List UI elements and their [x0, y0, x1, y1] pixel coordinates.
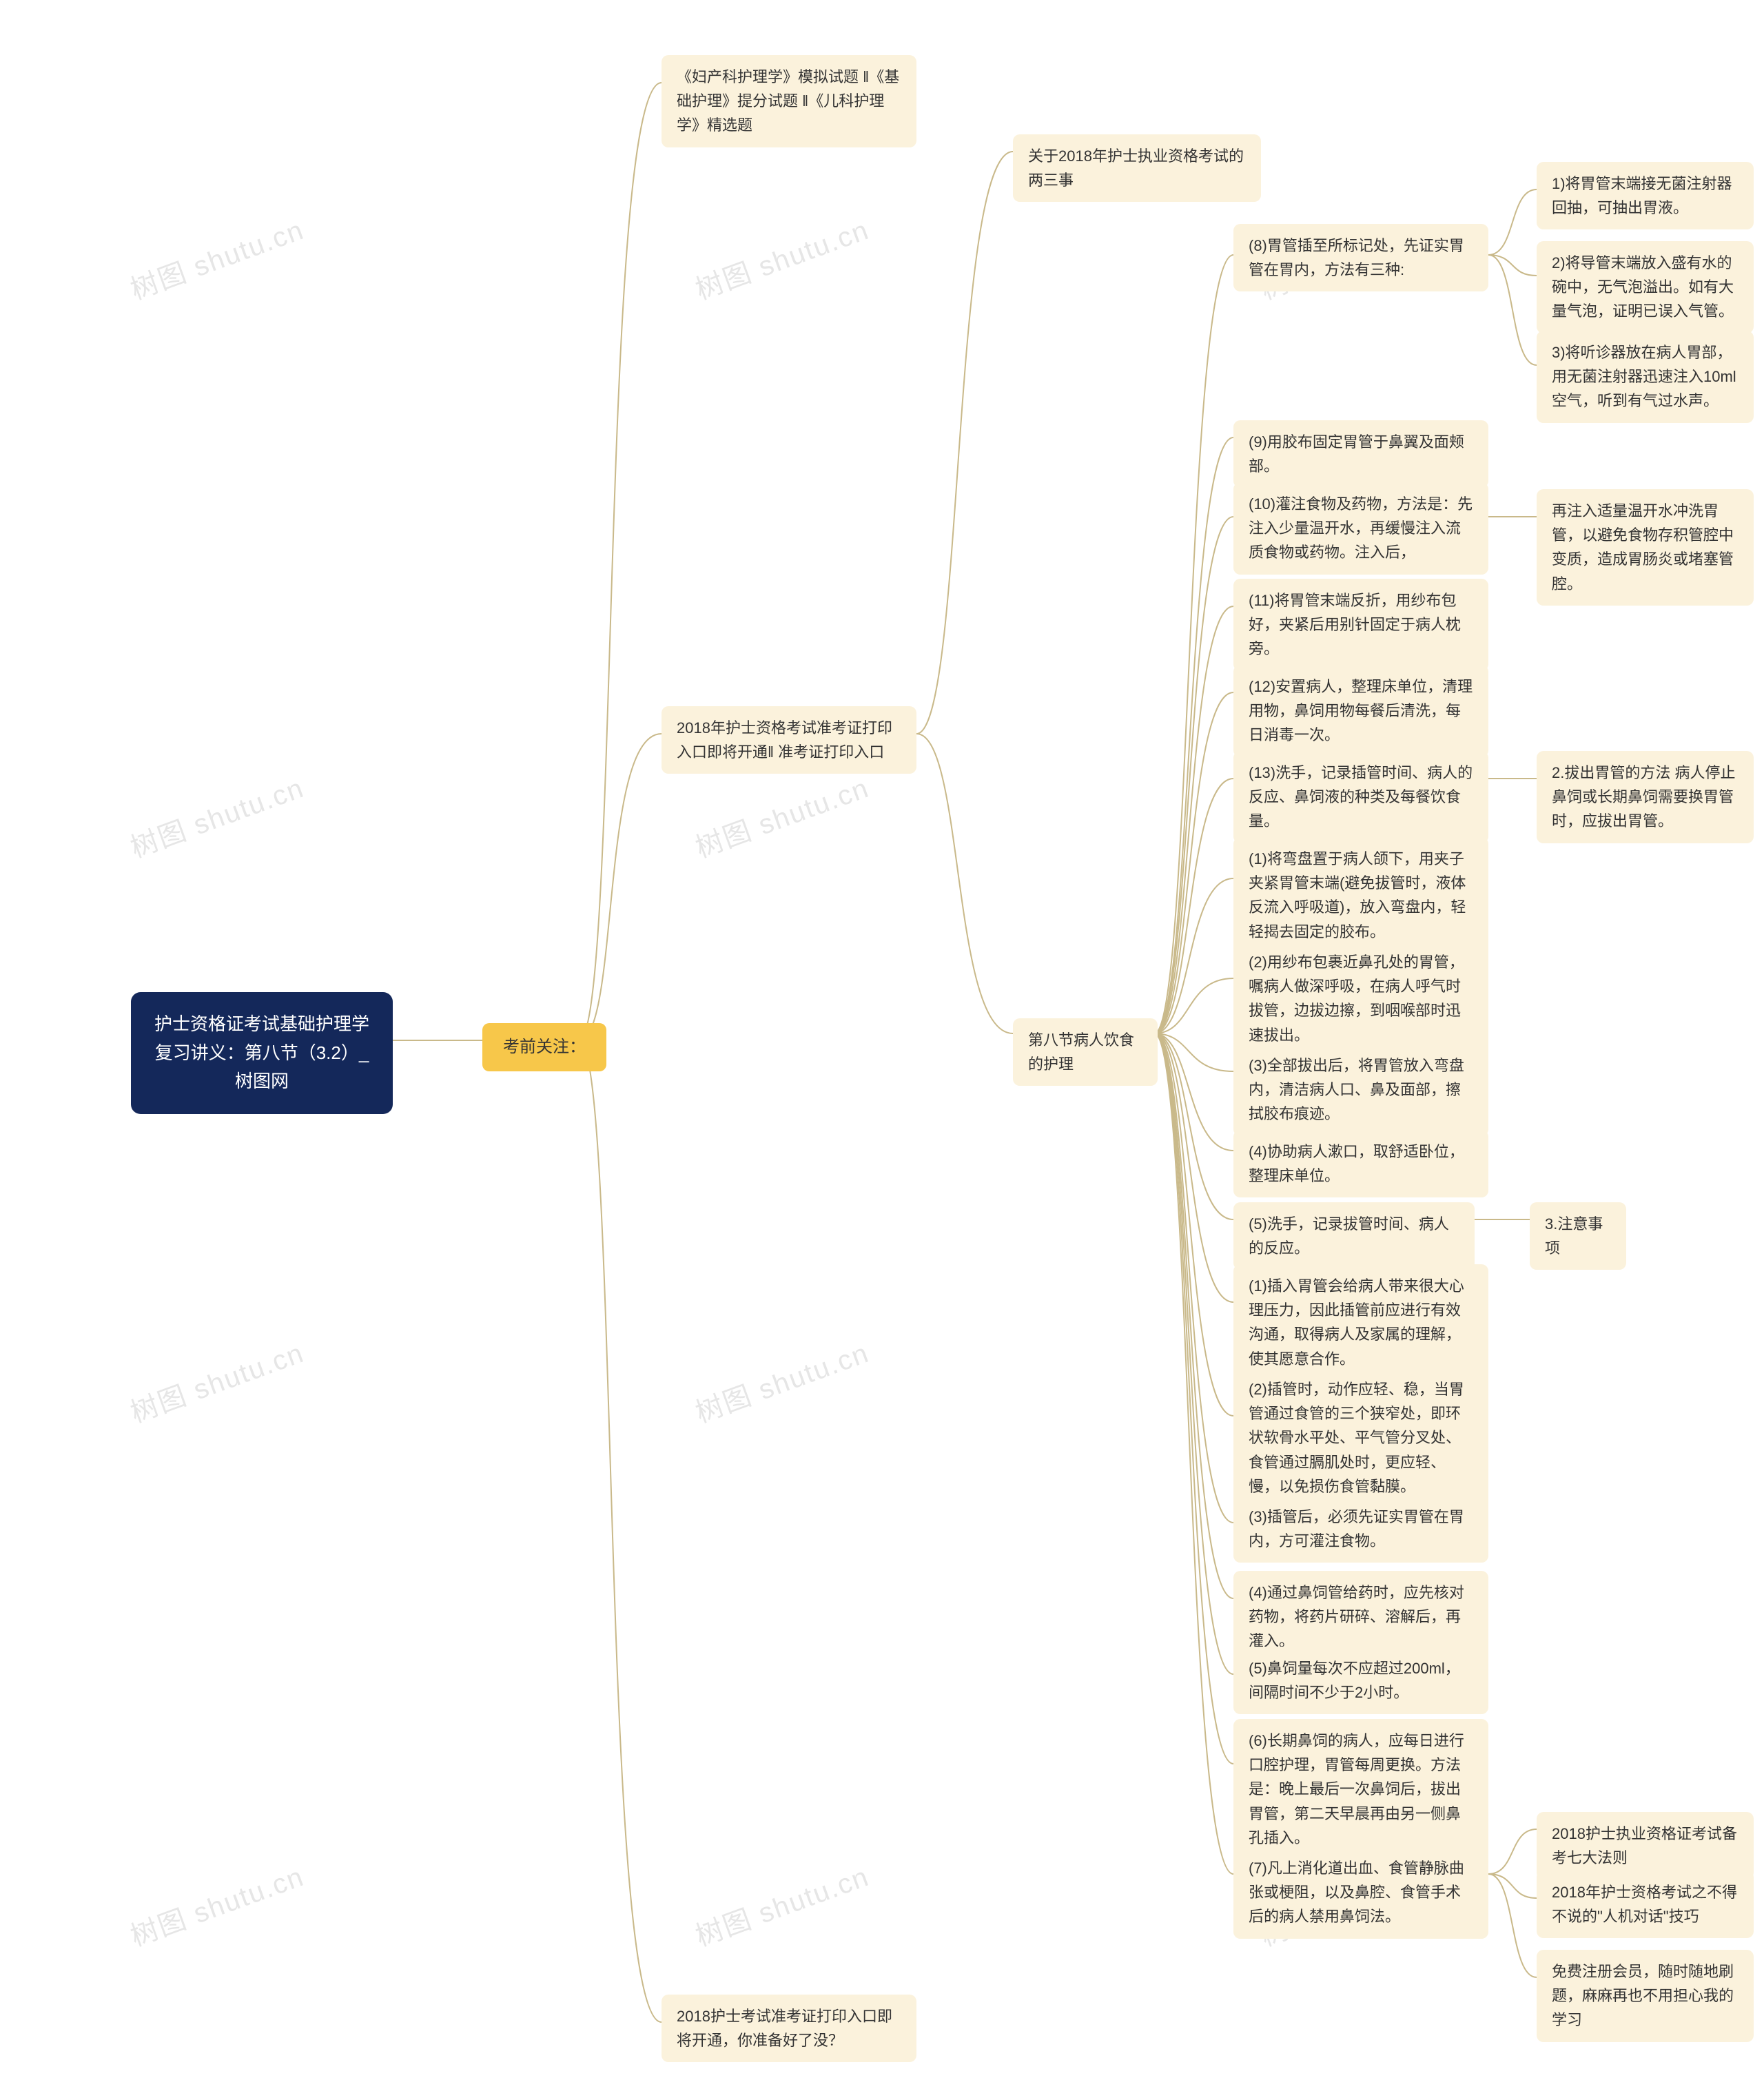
n8-1[interactable]: 1)将胃管末端接无菌注射器回抽，可抽出胃液。	[1537, 162, 1754, 229]
watermark: 树图 shutu.cn	[689, 1330, 874, 1430]
n11[interactable]: (11)将胃管末端反折，用纱布包好，夹紧后用别针固定于病人枕旁。	[1233, 579, 1488, 671]
root-node[interactable]: 护士资格证考试基础护理学复习讲义：第八节（3.2）_树图网	[131, 992, 393, 1114]
c7-2[interactable]: 2018年护士资格考试之不得不说的"人机对话"技巧	[1537, 1871, 1754, 1938]
c7[interactable]: (7)凡上消化道出血、食管静脉曲张或梗阻，以及鼻腔、食管手术后的病人禁用鼻饲法。	[1233, 1846, 1488, 1939]
n2[interactable]: (2)用纱布包裹近鼻孔处的胃管，嘱病人做深呼吸，在病人呼气时拔管，边拔边擦，到咽…	[1233, 940, 1488, 1057]
watermark: 树图 shutu.cn	[689, 765, 874, 865]
l1-node[interactable]: 考前关注：	[482, 1023, 606, 1071]
n4[interactable]: (4)协助病人漱口，取舒适卧位，整理床单位。	[1233, 1130, 1488, 1197]
n8-2[interactable]: 2)将导管末端放入盛有水的碗中，无气泡溢出。如有大量气泡，证明已误入气管。	[1537, 241, 1754, 333]
watermark: 树图 shutu.cn	[124, 1330, 309, 1430]
n10-1[interactable]: 再注入适量温开水冲洗胃管，以避免食物存积管腔中变质，造成胃肠炎或堵塞管腔。	[1537, 489, 1754, 606]
c3[interactable]: (3)插管后，必须先证实胃管在胃内，方可灌注食物。	[1233, 1495, 1488, 1563]
watermark: 树图 shutu.cn	[689, 1854, 874, 1954]
watermark: 树图 shutu.cn	[124, 207, 309, 307]
l3-a[interactable]: 关于2018年护士执业资格考试的两三事	[1013, 134, 1261, 202]
c1[interactable]: (1)插入胃管会给病人带来很大心理压力，因此插管前应进行有效沟通，取得病人及家属…	[1233, 1264, 1488, 1381]
l2-c[interactable]: 2018护士考试准考证打印入口即将开通，你准备好了没？	[662, 1995, 916, 2062]
n12[interactable]: (12)安置病人，整理床单位，清理用物，鼻饲用物每餐后清洗，每日消毒一次。	[1233, 665, 1488, 757]
n9[interactable]: (9)用胶布固定胃管于鼻翼及面颊部。	[1233, 420, 1488, 488]
c2[interactable]: (2)插管时，动作应轻、稳，当胃管通过食管的三个狭窄处，即环状软骨水平处、平气管…	[1233, 1368, 1488, 1508]
n8-3[interactable]: 3)将听诊器放在病人胃部，用无菌注射器迅速注入10ml空气，听到有气过水声。	[1537, 331, 1754, 423]
n5-1[interactable]: 3.注意事项	[1530, 1202, 1626, 1270]
c5[interactable]: (5)鼻饲量每次不应超过200ml，间隔时间不少于2小时。	[1233, 1647, 1488, 1714]
watermark: 树图 shutu.cn	[689, 207, 874, 307]
n8[interactable]: (8)胃管插至所标记处，先证实胃管在胃内，方法有三种:	[1233, 224, 1488, 291]
l3-b[interactable]: 第八节病人饮食的护理	[1013, 1018, 1158, 1086]
n10[interactable]: (10)灌注食物及药物，方法是：先注入少量温开水，再缓慢注入流质食物或药物。注入…	[1233, 482, 1488, 575]
n13[interactable]: (13)洗手，记录插管时间、病人的反应、鼻饲液的种类及每餐饮食量。	[1233, 751, 1488, 843]
n1[interactable]: (1)将弯盘置于病人颌下，用夹子夹紧胃管末端(避免拔管时，液体反流入呼吸道)，放…	[1233, 837, 1488, 954]
watermark: 树图 shutu.cn	[124, 765, 309, 865]
n13-1[interactable]: 2.拔出胃管的方法 病人停止鼻饲或长期鼻饲需要换胃管时，应拔出胃管。	[1537, 751, 1754, 843]
c7-3[interactable]: 免费注册会员，随时随地刷题，麻麻再也不用担心我的学习	[1537, 1950, 1754, 2042]
c6[interactable]: (6)长期鼻饲的病人，应每日进行口腔护理，胃管每周更换。方法是：晚上最后一次鼻饲…	[1233, 1719, 1488, 1860]
n3[interactable]: (3)全部拔出后，将胃管放入弯盘内，清洁病人口、鼻及面部，擦拭胶布痕迹。	[1233, 1044, 1488, 1136]
l2-a[interactable]: 《妇产科护理学》模拟试题 ‖《基础护理》提分试题 ‖《儿科护理学》精选题	[662, 55, 916, 147]
watermark: 树图 shutu.cn	[124, 1854, 309, 1954]
l2-b[interactable]: 2018年护士资格考试准考证打印入口即将开通‖ 准考证打印入口	[662, 706, 916, 774]
n5[interactable]: (5)洗手，记录拔管时间、病人的反应。	[1233, 1202, 1475, 1270]
c7-1[interactable]: 2018护士执业资格证考试备考七大法则	[1537, 1812, 1754, 1880]
